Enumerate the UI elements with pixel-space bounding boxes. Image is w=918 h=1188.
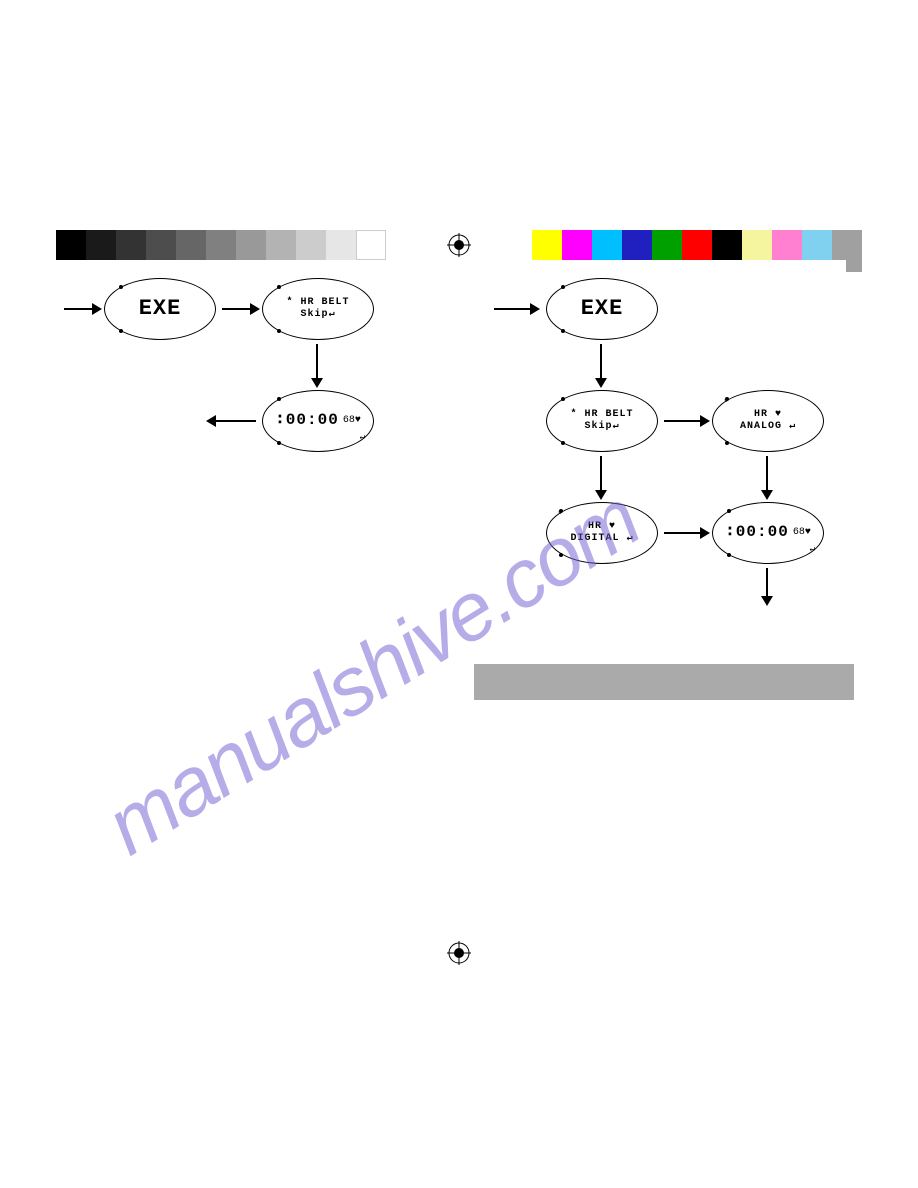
node-hranalog: * HR ♥ ANALOG ↵ bbox=[712, 390, 824, 452]
node-hrbelt: * HR BELT Skip↵ bbox=[262, 278, 374, 340]
arrow-icon bbox=[766, 568, 768, 596]
arrow-icon bbox=[766, 456, 768, 490]
star-icon: * bbox=[723, 399, 729, 411]
node-exe: EXE bbox=[546, 278, 658, 340]
arrow-icon bbox=[316, 344, 318, 378]
gray-block bbox=[474, 664, 854, 700]
hranalog-line2: ANALOG ↵ bbox=[740, 421, 796, 433]
corner-icon: ↵ bbox=[360, 432, 365, 443]
left-diagram: EXE * HR BELT Skip↵ ∶00:00 68♥ ↵ bbox=[56, 278, 456, 528]
display-hr: 68♥ bbox=[343, 415, 361, 427]
arrow-icon bbox=[216, 420, 256, 422]
grayscale-bar bbox=[56, 230, 386, 260]
node-display: ∶00:00 68♥ ↵ bbox=[262, 390, 374, 452]
exe-label: EXE bbox=[581, 296, 624, 322]
color-bar bbox=[532, 230, 862, 260]
display-hr: 68♥ bbox=[793, 527, 811, 539]
registration-mark-bottom bbox=[447, 941, 471, 965]
exe-label: EXE bbox=[139, 296, 182, 322]
display-time: ∶00:00 bbox=[725, 523, 789, 542]
hrbelt-line2: Skip↵ bbox=[300, 309, 335, 321]
arrow-icon bbox=[600, 456, 602, 490]
hrdigital-line1: HR ♥ bbox=[588, 521, 616, 533]
gray-tab bbox=[846, 230, 862, 272]
arrow-icon bbox=[664, 420, 700, 422]
arrow-icon bbox=[222, 308, 250, 310]
hrbelt-line1: * HR BELT bbox=[286, 297, 349, 309]
node-display: ∶00:00 68♥ ↵ bbox=[712, 502, 824, 564]
arrow-icon bbox=[664, 532, 700, 534]
registration-mark-top bbox=[447, 233, 471, 257]
hrbelt-line2: Skip↵ bbox=[584, 421, 619, 433]
star-icon: * bbox=[557, 511, 563, 523]
arrow-icon bbox=[600, 344, 602, 378]
right-diagram: EXE * HR BELT Skip↵ * HR ♥ ANALOG ↵ * HR… bbox=[474, 278, 874, 648]
hrbelt-line1: * HR BELT bbox=[570, 409, 633, 421]
node-exe: EXE bbox=[104, 278, 216, 340]
corner-icon: ↵ bbox=[810, 544, 815, 555]
display-time: ∶00:00 bbox=[275, 411, 339, 430]
arrow-icon bbox=[494, 308, 530, 310]
node-hrdigital: * HR ♥ DIGITAL ↵ bbox=[546, 502, 658, 564]
node-hrbelt: * HR BELT Skip↵ bbox=[546, 390, 658, 452]
hranalog-line1: HR ♥ bbox=[754, 409, 782, 421]
hrdigital-line2: DIGITAL ↵ bbox=[570, 533, 633, 545]
arrow-icon bbox=[64, 308, 92, 310]
